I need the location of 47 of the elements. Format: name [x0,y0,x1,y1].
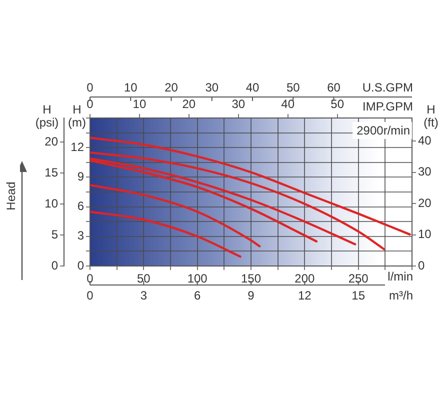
text: Head [4,166,20,226]
text: 20 [164,80,178,94]
y2-tick-label: 0 [51,258,58,272]
text: 40 [246,80,260,94]
y2-tick-label: 15 [44,165,58,180]
y-tick-label: 12 [70,140,84,154]
x2-axis-title: IMP.GPM [362,99,413,114]
x2-tick-label: 10 [132,97,146,112]
text: 10 [124,80,138,94]
y2-tick-label: 20 [44,134,58,148]
x-tick-label: 150 [240,272,262,286]
x-tick-label: 50 [136,272,151,286]
y2-axis-title: H (psi) [35,102,59,130]
y3-tick-label: 30 [418,164,432,179]
text: 0 [86,288,94,302]
text: U.S.GPM [362,80,414,94]
text: m³/h [389,288,413,302]
text: 9 [248,288,255,302]
text: 12 [298,288,312,302]
text: 60 [327,80,341,94]
x-axis-title: l/min [388,269,413,284]
y-tick-label: 9 [77,170,84,184]
text: 50 [286,80,300,94]
y3-tick-label: 10 [418,227,432,242]
annotation: 2900r/min [356,123,410,138]
y-tick-label: 6 [77,199,84,214]
x2-tick-label: 40 [281,97,295,112]
y3-tick-label: 40 [418,133,432,148]
y3-tick-label: 20 [418,196,432,210]
text: 30 [205,80,219,94]
y3-tick-label: 0 [418,258,425,272]
text: 15 [352,288,366,302]
y2-tick-label: 10 [44,196,58,210]
y2-tick-label: 5 [51,227,58,242]
text: 0 [86,80,94,94]
x2-tick-label: 50 [330,97,344,112]
text: 3 [140,288,148,302]
x-tick-label: 200 [294,272,315,286]
x2-tick-label: 20 [182,97,196,112]
y3-axis-title: H (ft) [424,102,438,130]
y-tick-label: 3 [77,228,84,243]
x2-tick-label: 30 [232,97,246,112]
x-tick-label: 250 [348,272,369,286]
x-tick-label: 100 [187,272,208,286]
text: 6 [194,288,201,302]
y-axis-title: H (m) [68,102,86,130]
y-tick-label: 0 [77,258,84,272]
